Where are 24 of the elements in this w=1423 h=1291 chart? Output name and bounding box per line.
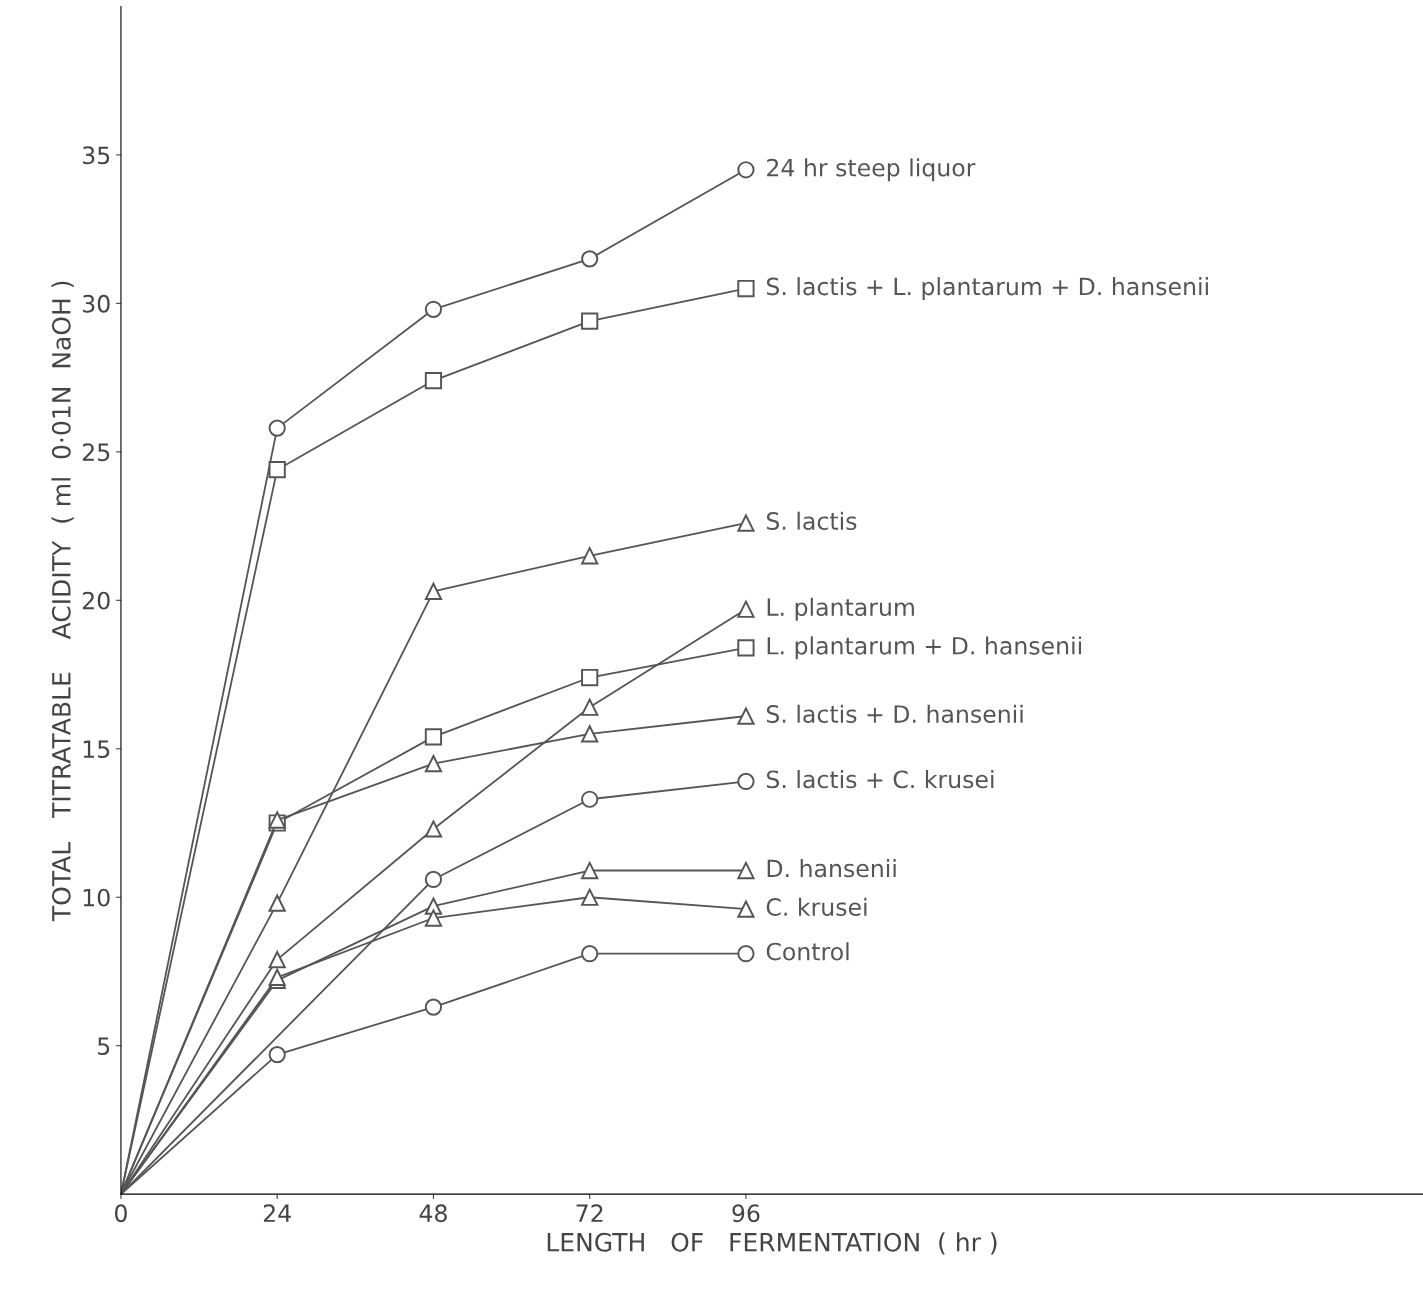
y-tick-label: 10: [83, 888, 110, 907]
series-label: D. hansenii: [767, 859, 896, 878]
y-tick-label: 15: [83, 740, 110, 759]
y-tick-label: 35: [82, 146, 110, 165]
y-tick-label: 20: [82, 591, 110, 610]
y-tick-label: 5: [98, 1037, 110, 1056]
x-axis-title: LENGTH OF FERMENTATION ( hr ): [547, 1232, 997, 1255]
series-label: C. krusei: [766, 897, 867, 916]
y-tick-label: 30: [82, 294, 110, 313]
series-label: S. lactis + C. krusei: [766, 770, 994, 789]
y-axis-title: TOTAL TITRATABLE ACIDITY ( ml 0·01N NaOH ): [51, 281, 74, 922]
series-label: L. plantarum: [767, 597, 914, 621]
series-label: 24 hr steep liquor: [767, 158, 976, 182]
x-tick-label: 96: [732, 1204, 760, 1223]
x-tick-label: 48: [419, 1204, 447, 1223]
series-label: S. lactis: [766, 511, 857, 530]
series-label: Control: [766, 942, 849, 961]
series-label: L. plantarum + D. hansenii: [767, 636, 1082, 660]
x-tick-label: 0: [115, 1204, 127, 1223]
series-label: S. lactis + D. hansenii: [766, 704, 1023, 723]
x-tick-label: 24: [263, 1204, 291, 1222]
series-label: S. lactis + L. plantarum + D. hansenii: [766, 277, 1208, 300]
y-tick-label: 25: [82, 443, 110, 462]
x-tick-label: 72: [576, 1204, 603, 1222]
